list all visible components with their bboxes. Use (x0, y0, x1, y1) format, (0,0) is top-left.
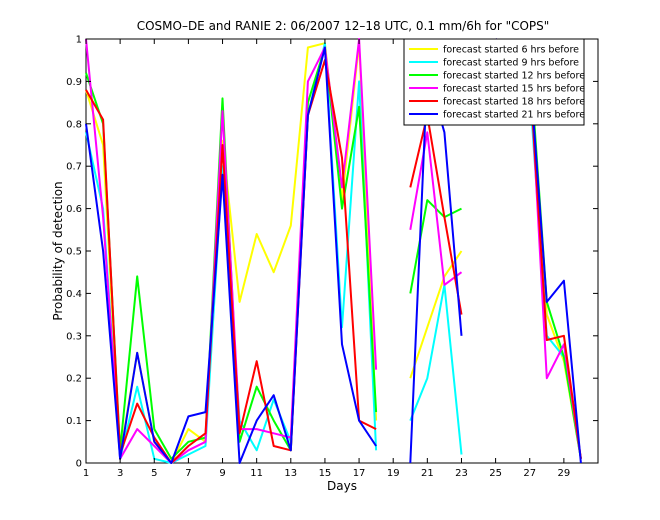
x-tick-label: 27 (523, 468, 536, 479)
chart-title: COSMO–DE and RANIE 2: 06/2007 12–18 UTC,… (137, 19, 550, 33)
legend-label-3: forecast started 12 hrs before (443, 71, 585, 82)
y-tick-label: 0.5 (66, 247, 82, 258)
y-tick-label: 0.3 (66, 331, 82, 342)
x-axis-label: Days (327, 479, 357, 493)
x-tick-label: 11 (250, 468, 263, 479)
x-tick-label: 21 (421, 468, 434, 479)
x-tick-label: 13 (284, 468, 297, 479)
y-axis-label: Probability of detection (51, 181, 65, 320)
legend-label-6: forecast started 21 hrs before (443, 110, 585, 121)
legend-label-4: forecast started 15 hrs before (443, 84, 585, 95)
legend-box (403, 38, 585, 126)
legend: forecast started 6 hrs before forecast st… (403, 38, 585, 126)
x-tick-label: 17 (353, 468, 366, 479)
legend-entries: forecast started 6 hrs before forecast st… (409, 45, 585, 121)
legend-label-5: forecast started 18 hrs before (443, 97, 585, 108)
x-tick-label: 1 (83, 468, 89, 479)
y-tick-label: 0.4 (66, 289, 82, 300)
y-tick-label: 0.7 (66, 162, 82, 173)
y-tick-label: 0.2 (66, 374, 82, 385)
y-tick-label: 0.9 (66, 77, 82, 88)
x-tick-label: 3 (117, 468, 123, 479)
x-tick-label: 15 (319, 468, 332, 479)
x-tick-label: 9 (219, 468, 225, 479)
x-tick-label: 5 (151, 468, 157, 479)
y-tick-label: 0 (76, 459, 82, 470)
legend-label-2: forecast started 9 hrs before (443, 58, 579, 69)
x-tick-label: 29 (557, 468, 570, 479)
x-tick-label: 25 (489, 468, 502, 479)
legend-label-1: forecast started 6 hrs before (443, 45, 579, 56)
axis-layer: 1 3 5 7 9 11 13 15 17 19 21 23 25 27 2900.10.20.30.40.… (66, 35, 598, 479)
x-tick-label: 7 (185, 468, 191, 479)
y-tick-label: 0.6 (66, 204, 82, 215)
y-tick-label: 0.8 (66, 119, 82, 130)
y-tick-label: 1 (76, 35, 82, 46)
x-tick-label: 23 (455, 468, 468, 479)
y-tick-label: 0.1 (66, 416, 82, 427)
x-tick-label: 19 (387, 468, 400, 479)
